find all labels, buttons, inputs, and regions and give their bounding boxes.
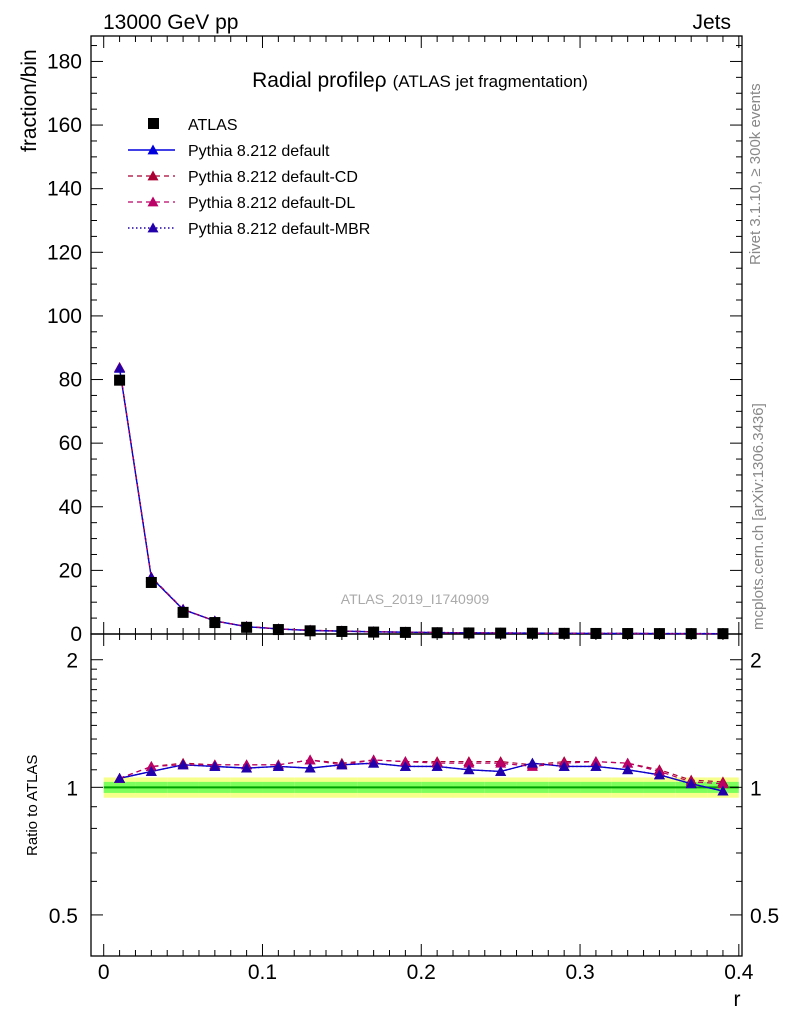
- main-y-tick-label: 80: [59, 369, 82, 392]
- ratio-series: [114, 754, 729, 796]
- plot-title-symbol: ρ: [375, 69, 387, 92]
- main-y-axis-title: fraction/bin: [18, 49, 41, 152]
- x-tick-label: 0.2: [407, 961, 436, 984]
- main-y-tick-label: 140: [47, 178, 82, 201]
- x-tick-label: 0.3: [565, 961, 594, 984]
- ratio-marker-dl: [622, 757, 634, 768]
- legend-marker-mbr: [147, 222, 159, 233]
- mcplots-source-label: mcplots.cern.ch [arXiv:1306.3436]: [750, 403, 767, 630]
- ratio-y-axis-title: Ratio to ATLAS: [24, 755, 41, 856]
- atlas-data-point: [653, 628, 665, 640]
- ratio-plot-frame: [90, 633, 743, 957]
- ratio-marker-mbr: [717, 785, 729, 796]
- atlas-data-point: [463, 627, 475, 639]
- atlas-data-point: [209, 617, 221, 629]
- ratio-marker-mbr: [685, 778, 697, 789]
- ratio-marker-mbr: [495, 765, 507, 776]
- ratio-marker-mbr: [336, 759, 348, 770]
- legend-label-cd: Pythia 8.212 default-CD: [188, 169, 358, 186]
- ratio-y-tick-label-right: 0.5: [750, 905, 779, 928]
- atlas-data-point: [177, 606, 189, 618]
- ratio-marker-mbr: [431, 760, 443, 771]
- rivet-version-label: Rivet 3.1.10, ≥ 300k events: [747, 83, 764, 265]
- ratio-marker-mbr: [304, 762, 316, 773]
- legend-label-dl: Pythia 8.212 default-DL: [188, 195, 355, 212]
- legend-marker-default: [147, 144, 159, 155]
- ratio-y-tick-label: 0.5: [49, 905, 78, 928]
- atlas-data-point: [622, 628, 634, 640]
- atlas-data-point: [145, 576, 157, 588]
- legend-marker-dl: [147, 196, 159, 207]
- ratio-y-tick-label: 2: [66, 650, 78, 673]
- atlas-data-point: [495, 627, 507, 639]
- header-process: Jets: [692, 11, 731, 34]
- main-y-tick-label: 60: [59, 432, 82, 455]
- atlas-data-point: [399, 626, 411, 638]
- ratio-marker-mbr: [590, 760, 602, 771]
- main-y-tick-label: 0: [70, 623, 82, 646]
- legend-marker-cd: [147, 170, 159, 181]
- ratio-marker-mbr: [463, 764, 475, 775]
- ratio-marker-mbr: [622, 764, 634, 775]
- ratio-marker-mbr: [145, 765, 157, 776]
- ratio-marker-mbr: [241, 762, 253, 773]
- main-y-tick-label: 20: [59, 559, 82, 582]
- main-y-tick-label: 160: [47, 114, 82, 137]
- x-tick-label: 0: [98, 961, 110, 984]
- plot-title-sub: (ATLAS jet fragmentation): [393, 72, 588, 91]
- plot-title-main: Radial profile: [252, 69, 375, 92]
- atlas-data-point: [717, 628, 729, 640]
- x-tick-label: 0.4: [724, 961, 754, 984]
- atlas-data-point: [336, 625, 348, 637]
- ratio-y-tick-label: 1: [66, 777, 78, 800]
- ratio-line-default: [119, 762, 724, 792]
- ratio-marker-dl: [717, 778, 729, 789]
- x-tick-label: 0.1: [248, 961, 277, 984]
- ratio-marker-mbr: [177, 759, 189, 770]
- main-y-tick-label: 180: [47, 50, 82, 73]
- header-energy: 13000 GeV pp: [103, 11, 238, 34]
- main-series: [114, 361, 729, 640]
- legend-label-mbr: Pythia 8.212 default-MBR: [188, 221, 370, 238]
- atlas-data-point: [590, 627, 602, 639]
- main-line-dl: [118, 367, 723, 635]
- ratio-marker-mbr: [209, 760, 221, 771]
- ratio-y-tick-label-right: 2: [750, 650, 762, 673]
- ratio-marker-mbr: [526, 757, 538, 768]
- legend-label-atlas: ATLAS: [188, 117, 238, 134]
- ratio-marker-mbr: [272, 760, 284, 771]
- ratio-marker-mbr: [558, 760, 570, 771]
- main-y-tick-label: 100: [47, 305, 82, 328]
- ratio-marker-dl: [145, 760, 157, 771]
- legend-label-default: Pythia 8.212 default: [188, 143, 330, 160]
- ratio-marker-dl: [463, 757, 475, 768]
- main-marker-mbr: [114, 362, 126, 373]
- ratio-marker-mbr: [399, 760, 411, 771]
- ratio-marker-dl: [304, 754, 316, 765]
- atlas-data-point: [431, 627, 443, 639]
- analysis-watermark: ATLAS_2019_I1740909: [341, 591, 490, 607]
- ratio-marker-dl: [495, 757, 507, 768]
- atlas-data-point: [114, 374, 126, 386]
- legend: ATLAS Pythia 8.212 default Pythia 8.212 de…: [128, 117, 370, 238]
- ratio-marker-mbr: [368, 757, 380, 768]
- legend-marker-atlas: [148, 118, 159, 129]
- ratio-y-tick-label-right: 1: [750, 777, 762, 800]
- ratio-line-dl: [119, 759, 723, 785]
- atlas-data-point: [272, 624, 284, 636]
- atlas-data-point: [526, 627, 538, 639]
- plot-title: Radial profileρ (ATLAS jet fragmentation): [252, 69, 588, 92]
- atlas-data-point: [241, 621, 253, 633]
- main-y-tick-label: 40: [59, 496, 82, 519]
- ratio-marker-mbr: [114, 772, 126, 783]
- main-y-tick-label: 120: [47, 241, 82, 264]
- atlas-data-point: [304, 625, 316, 637]
- x-axis-title: r: [734, 988, 741, 1011]
- ratio-marker-mbr: [653, 769, 665, 780]
- atlas-data-point: [558, 627, 570, 639]
- ratio-uncertainty-bands: [103, 777, 739, 798]
- atlas-data-point: [368, 626, 380, 638]
- atlas-data-point: [685, 628, 697, 640]
